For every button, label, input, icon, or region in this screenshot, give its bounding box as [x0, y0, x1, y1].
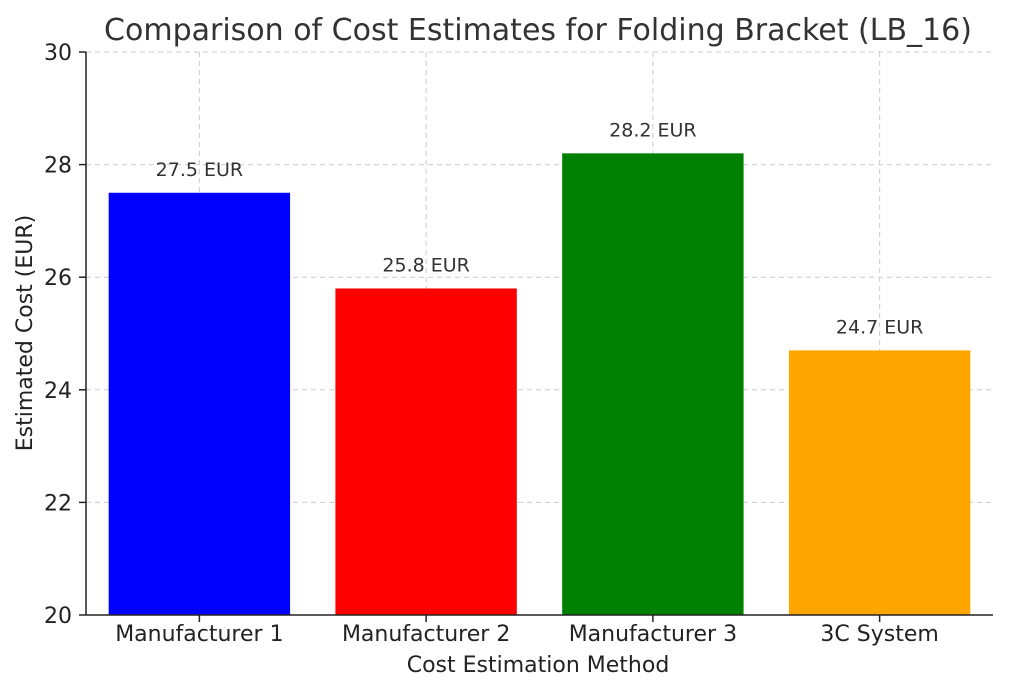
- x-tick-label: Manufacturer 3: [569, 622, 737, 647]
- y-tick-label: 28: [44, 154, 72, 179]
- y-tick-label: 30: [44, 41, 72, 66]
- bar: [335, 288, 517, 615]
- data-labels: 27.5 EUR 25.8 EUR 28.2 EUR 24.7 EUR: [156, 119, 924, 338]
- y-tick-label: 24: [44, 379, 72, 404]
- y-axis-label: Estimated Cost (EUR): [13, 215, 38, 452]
- y-tick-label: 22: [44, 491, 72, 516]
- axes: [79, 51, 993, 622]
- x-tick-label: Manufacturer 1: [115, 622, 283, 647]
- bar-value-label: 27.5 EUR: [156, 159, 243, 181]
- x-tick-label: 3C System: [820, 622, 938, 647]
- x-tick-label: Manufacturer 2: [342, 622, 510, 647]
- bar-value-label: 24.7 EUR: [836, 316, 923, 338]
- bar: [788, 350, 971, 615]
- bars: [108, 153, 971, 615]
- chart-title: Comparison of Cost Estimates for Folding…: [104, 13, 972, 48]
- bar-value-label: 28.2 EUR: [609, 119, 696, 141]
- bar: [562, 153, 744, 615]
- y-tick-label: 26: [44, 266, 72, 291]
- y-tick-label: 20: [44, 604, 72, 629]
- x-axis-label: Cost Estimation Method: [407, 653, 670, 678]
- bar: [108, 192, 291, 615]
- tick-labels: 20 22 24 26 28 30 Manufacturer 1 Manufacturer 2…: [44, 41, 939, 647]
- bar-value-label: 25.8 EUR: [382, 254, 469, 276]
